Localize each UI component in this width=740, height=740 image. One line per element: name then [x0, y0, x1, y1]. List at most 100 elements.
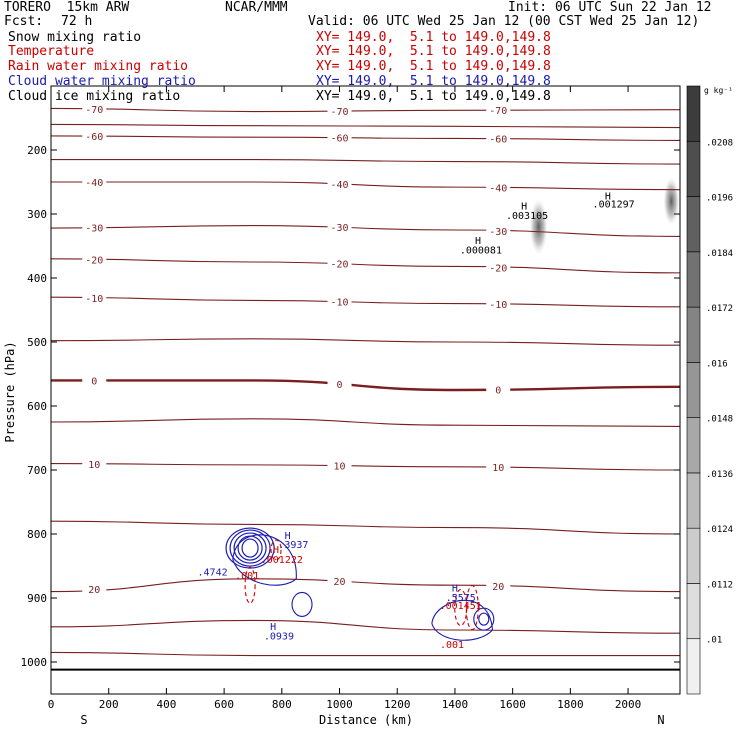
- x-axis-label: Distance (km): [319, 713, 413, 727]
- extremum-label: .001222: [261, 555, 303, 566]
- isotherm-label-bg: [327, 378, 352, 390]
- extrema-annotations: H.003105H.000081H.001297H.3937H.001222.4…: [198, 191, 635, 651]
- extremum-label: .0939: [264, 632, 294, 643]
- isotherm-label: 10: [334, 462, 346, 473]
- isotherm-label: 10: [492, 463, 504, 474]
- field-name-cloud-water: Cloud water mixing ratio: [8, 74, 196, 89]
- isotherm-label-bg: [327, 295, 352, 307]
- isotherm-line: [51, 379, 681, 392]
- extremum-label: H: [273, 545, 279, 556]
- isotherm-line: [50, 619, 681, 634]
- colorbar-label: .0112: [706, 580, 733, 590]
- colorbar-label: .016: [706, 359, 728, 369]
- isotherm-label-bg: [82, 221, 107, 233]
- isotherm-label-bg: [486, 383, 511, 395]
- colorbar-swatch: [686, 140, 701, 197]
- colorbar-swatch: [686, 196, 701, 253]
- y-tick-label: 700: [27, 464, 47, 477]
- isotherm-label: 10: [88, 460, 100, 471]
- model-title: TORERO 15km ARW: [4, 0, 130, 15]
- colorbar-swatch: [686, 85, 701, 142]
- field-xy-snow: XY= 149.0, 5.1 to 149.0,149.8: [316, 30, 551, 45]
- isotherm-label: -70: [85, 105, 103, 116]
- isotherm-line: [50, 123, 681, 129]
- x-tick-label: 1000: [326, 698, 353, 711]
- colorbar-swatch: [686, 583, 701, 640]
- colorbar-label: .0148: [706, 415, 733, 425]
- colorbar-label: .01: [706, 636, 722, 646]
- temperature-contours: [50, 107, 681, 671]
- y-tick-label: 800: [27, 528, 47, 541]
- field-name-cloud-ice: Cloud ice mixing ratio: [8, 89, 181, 104]
- isotherm-line: [50, 107, 681, 113]
- isotherm-label: 0: [337, 380, 343, 391]
- colorbar-label: .0208: [706, 138, 733, 148]
- isotherm-line: [50, 651, 680, 657]
- isotherm-line: [50, 520, 681, 535]
- x-tick-label: 400: [156, 698, 176, 711]
- isotherm-label-bg: [486, 224, 511, 236]
- colorbar-label: .0196: [706, 194, 733, 204]
- colorbar-swatch: [686, 472, 701, 529]
- x-axis-ticks: 0 200 400 600 800 1000 1200 1400 1600 1800 2000: [48, 86, 642, 711]
- extremum-label: .001451: [440, 601, 482, 612]
- colorbar-label: .0172: [706, 304, 733, 314]
- valid-time: Valid: 06 UTC Wed 25 Jan 12 (00 CST Wed …: [308, 14, 700, 29]
- y-tick-label: 300: [27, 208, 47, 221]
- ice-blob: [529, 198, 548, 255]
- field-xy-cloud-ice: XY= 149.0, 5.1 to 149.0,149.8: [316, 89, 551, 104]
- isotherm-label-bg: [82, 130, 107, 142]
- colorbar-swatch: [686, 362, 701, 418]
- x-tick-label: 2000: [615, 698, 642, 711]
- extremum-label: .3937: [278, 540, 308, 551]
- x-tick-label: 600: [214, 698, 234, 711]
- cloud-water-contour: [233, 532, 267, 564]
- isotherm-label: -30: [331, 223, 349, 234]
- isotherm-label-bg: [82, 582, 107, 594]
- rain-water-contour: [465, 585, 479, 631]
- isotherm-label: -20: [85, 255, 103, 266]
- isotherm-label: -30: [85, 224, 103, 235]
- extremum-label: .001297: [593, 200, 635, 211]
- x-tick-label: 0: [48, 698, 55, 711]
- plot-axes: [50, 85, 681, 695]
- isotherm-label-bg: [327, 105, 352, 117]
- isotherm-label-bg: [486, 580, 511, 592]
- extremum-label: .003105: [506, 211, 548, 222]
- cloud-water-contour: [232, 534, 297, 586]
- extremum-label: .000081: [460, 246, 502, 257]
- isotherm-line: [50, 338, 681, 346]
- colorbar-unit: g kg⁻¹: [704, 86, 733, 95]
- field-name-snow: Snow mixing ratio: [8, 30, 142, 45]
- extremum-label: H: [270, 622, 276, 633]
- isotherm-label-bg: [327, 575, 352, 587]
- north-label: N: [657, 713, 664, 727]
- isotherm-line: [51, 181, 681, 191]
- isotherm-label: -70: [489, 106, 507, 117]
- isotherm-label-bg: [327, 221, 352, 233]
- isotherm-label: 20: [334, 577, 346, 588]
- field-xy-cloud-water: XY= 149.0, 5.1 to 149.0,149.8: [316, 74, 551, 89]
- isotherm-label: 0: [91, 376, 97, 387]
- x-tick-label: 1400: [442, 698, 469, 711]
- colorbar-swatch: [686, 527, 701, 584]
- extremum-label: H: [285, 531, 291, 542]
- isotherm-label: -10: [489, 300, 507, 311]
- isotherm-label: 0: [495, 386, 501, 397]
- isotherm-label-bg: [82, 457, 107, 469]
- isotherm-label-bg: [82, 103, 107, 115]
- colorbar-swatch: [686, 638, 701, 695]
- isotherm-label: -30: [489, 227, 507, 238]
- extremum-label: H: [521, 202, 527, 213]
- isotherm-label: -40: [85, 178, 103, 189]
- isotherm-label: -70: [331, 107, 349, 118]
- colorbar-swatch: [686, 306, 701, 363]
- isotherm-label: -60: [489, 135, 507, 146]
- isotherm-label-bg: [486, 104, 511, 116]
- x-tick-label: 1200: [384, 698, 411, 711]
- rain-water-contour: [270, 539, 282, 561]
- x-tick-label: 200: [99, 698, 119, 711]
- isotherm-label-bg: [327, 177, 352, 189]
- south-label: S: [80, 713, 87, 727]
- cloud-water-contour: [431, 599, 494, 641]
